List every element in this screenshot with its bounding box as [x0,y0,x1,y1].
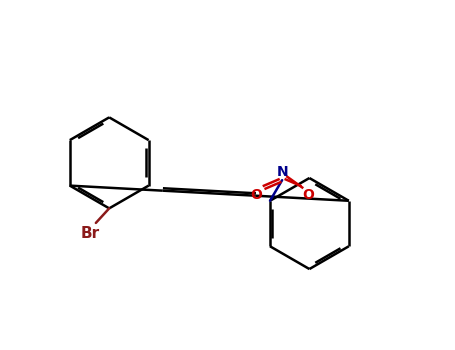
Text: O: O [250,188,262,202]
Text: O: O [302,188,314,202]
Text: N: N [276,165,288,179]
Text: Br: Br [81,226,100,242]
